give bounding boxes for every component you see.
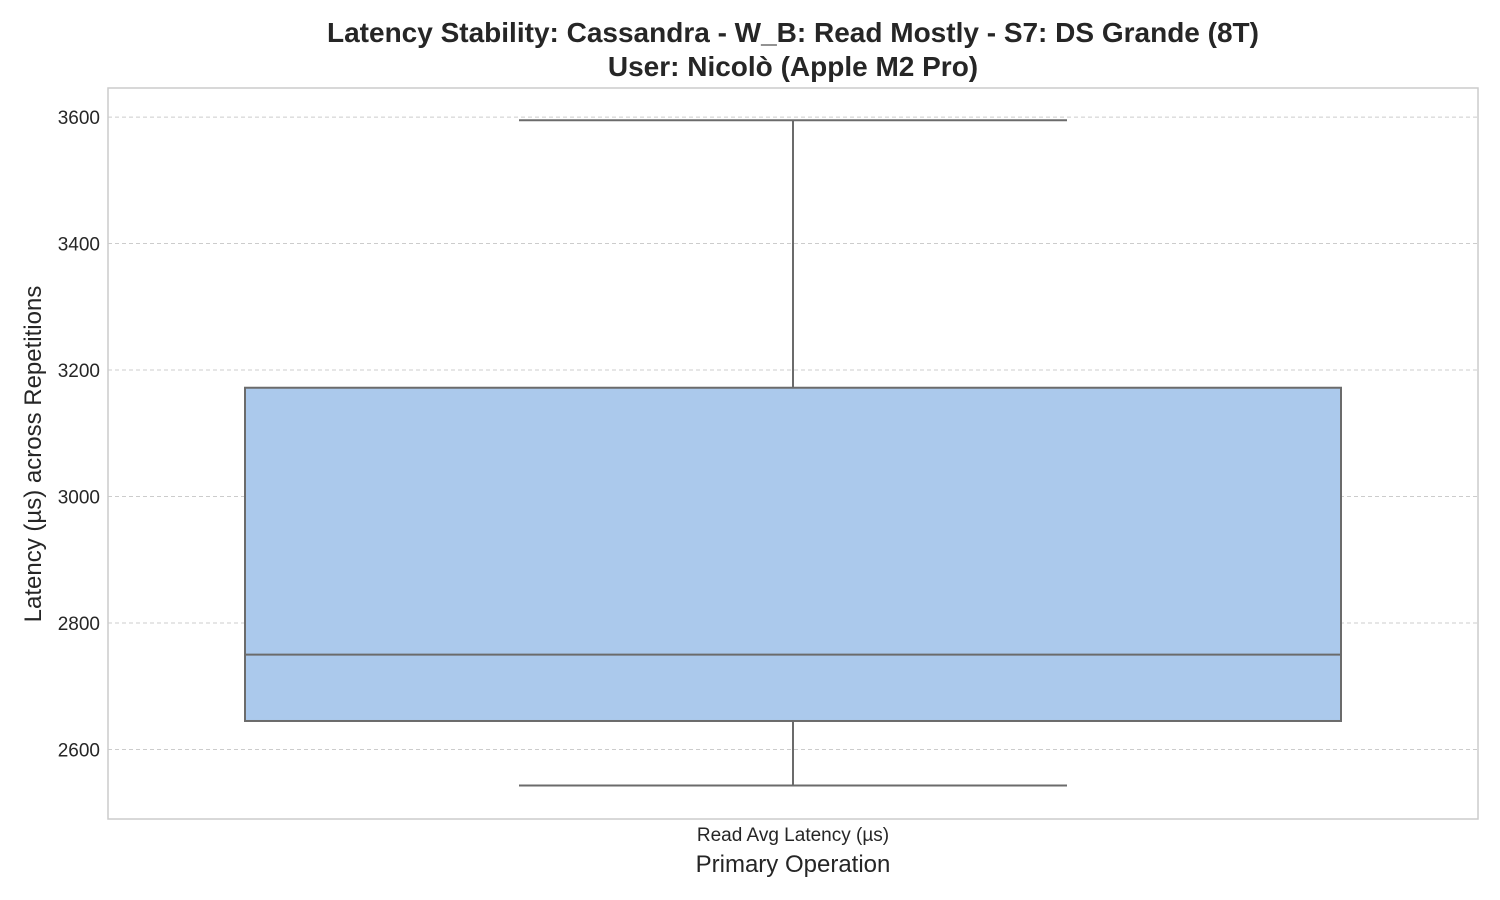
x-category-label: Read Avg Latency (µs)	[697, 825, 889, 846]
chart-subtitle: User: Nicolò (Apple M2 Pro)	[608, 51, 978, 82]
y-tick-label: 3400	[58, 235, 100, 256]
plot-frame	[107, 87, 1479, 820]
y-axis-label: Latency (µs) across Repetitions	[20, 286, 47, 623]
box-plot-series	[244, 119, 1342, 787]
y-tick-label: 2600	[58, 740, 100, 761]
y-tick-label: 2800	[58, 614, 100, 635]
x-axis-categories: Read Avg Latency (µs)	[697, 825, 889, 846]
y-axis-ticks: 2600 2800 3000 3200 3400 3600	[58, 108, 100, 761]
interquartile-box	[244, 386, 1342, 722]
y-tick-label: 3000	[58, 488, 100, 509]
x-axis-label: Primary Operation	[696, 851, 891, 878]
y-tick-label: 3200	[58, 361, 100, 382]
y-tick-label: 3600	[58, 108, 100, 129]
chart-title: Latency Stability: Cassandra - W_B: Read…	[327, 17, 1259, 48]
